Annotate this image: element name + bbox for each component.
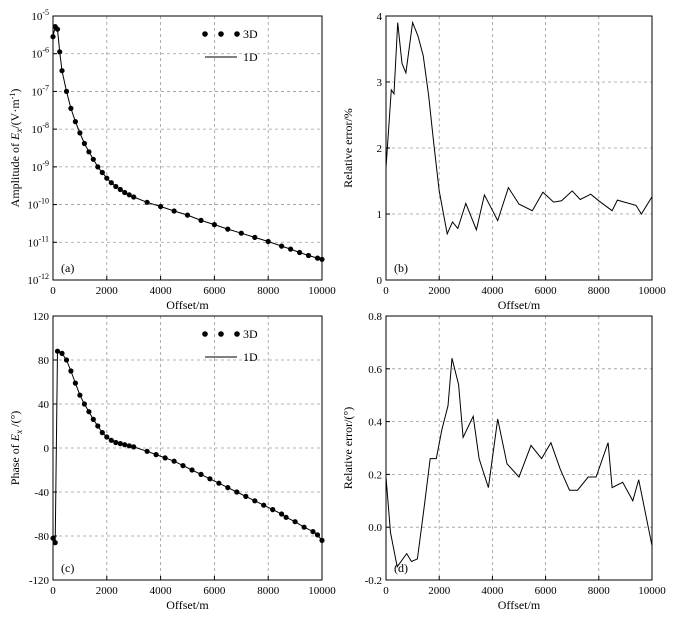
- y-axis-label: Amplitude of Ex/(V·m-1): [8, 89, 24, 208]
- panel-label: (d): [394, 561, 408, 575]
- legend-label: 1D: [243, 350, 258, 364]
- y-tick-label: 10-5: [31, 8, 49, 23]
- y-tick-label: -120: [29, 575, 50, 587]
- x-tick-label: 4000: [150, 285, 173, 297]
- plot-frame: [385, 315, 653, 581]
- legend-marker-dots: [218, 331, 224, 337]
- y-tick-label: 2: [377, 143, 383, 155]
- y-tick-label: 10-9: [31, 159, 49, 174]
- x-tick-label: 8000: [588, 585, 611, 597]
- x-tick-label: 0: [50, 585, 56, 597]
- x-tick-label: 10000: [638, 285, 666, 297]
- series-line-1d: [52, 350, 323, 543]
- y-tick-label: -80: [34, 531, 49, 543]
- y-axis-label: Relative error/(°): [341, 407, 355, 489]
- x-tick-label: 6000: [535, 285, 558, 297]
- legend-marker-dots: [202, 331, 208, 337]
- panel-label: (b): [394, 261, 408, 275]
- y-tick-label: 40: [38, 399, 50, 411]
- y-tick-label: 3: [377, 77, 383, 89]
- y-tick-label: -0.2: [365, 575, 382, 587]
- y-tick-label: 0: [377, 275, 383, 287]
- x-tick-label: 0: [383, 285, 389, 297]
- x-tick-label: 4000: [481, 285, 504, 297]
- y-tick-label: 80: [38, 355, 50, 367]
- y-tick-label: 0.8: [368, 311, 382, 323]
- x-tick-label: 10000: [308, 585, 336, 597]
- y-tick-label: 10-8: [31, 121, 49, 136]
- y-tick-label: 0.6: [368, 364, 382, 376]
- legend: 3D 1D: [202, 327, 258, 364]
- y-tick-label: 0: [44, 443, 50, 455]
- legend-marker-dots: [234, 331, 240, 337]
- legend-marker-dots: [202, 31, 208, 37]
- y-tick-label: 10-10: [27, 197, 49, 212]
- panel-label: (c): [61, 561, 74, 575]
- x-tick-label: 6000: [203, 585, 226, 597]
- x-tick-label: 4000: [150, 585, 173, 597]
- series-line-relative-error: [385, 20, 653, 236]
- legend-marker-dots: [234, 31, 240, 37]
- panel-d: 0 2000 4000 6000 8000 10000 -0.2 0.0 0.2 0.4 0.6 0.…: [341, 311, 666, 612]
- x-axis-label: Offset/m: [166, 298, 209, 312]
- y-tick-label: 0.2: [368, 469, 382, 481]
- y-tick-label: 10-12: [27, 272, 49, 287]
- y-tick-label: 0.0: [368, 522, 382, 534]
- y-tick-label: -40: [34, 487, 49, 499]
- y-tick-label: 4: [377, 11, 383, 23]
- legend-label: 3D: [243, 27, 258, 41]
- x-tick-label: 10000: [638, 585, 666, 597]
- legend: 3D 1D: [202, 27, 258, 64]
- x-tick-label: 8000: [257, 285, 280, 297]
- x-axis-label: Offset/m: [498, 298, 541, 312]
- y-axis-label: Phase of Ex /(°): [8, 411, 24, 485]
- y-tick-label: 1: [377, 209, 383, 221]
- series-line-1d: [52, 25, 323, 260]
- legend-label: 1D: [243, 50, 258, 64]
- panel-label: (a): [61, 261, 74, 275]
- x-tick-label: 0: [50, 285, 56, 297]
- legend-marker-dots: [218, 31, 224, 37]
- series-line-relative-error: [385, 358, 653, 569]
- y-axis-label: Relative error/%: [341, 108, 355, 188]
- x-axis-label: Offset/m: [498, 598, 541, 612]
- data-point-3d: [50, 34, 56, 40]
- panel-c: 0 2000 4000 6000 8000 10000 -120 -80 -40 0 40 80 120…: [8, 311, 336, 612]
- plot-frame: [52, 15, 323, 281]
- panel-b: 0 2000 4000 6000 8000 10000 0 1 2 3 4 Offset/m Relat…: [341, 11, 666, 312]
- x-tick-label: 10000: [308, 285, 336, 297]
- x-axis-label: Offset/m: [166, 598, 209, 612]
- x-tick-label: 4000: [481, 585, 504, 597]
- x-tick-label: 2000: [428, 285, 451, 297]
- x-tick-label: 8000: [257, 585, 280, 597]
- x-tick-label: 2000: [428, 585, 451, 597]
- y-tick-label: 10-6: [31, 46, 49, 61]
- y-tick-label: 0.4: [368, 417, 382, 429]
- x-tick-label: 2000: [96, 585, 119, 597]
- x-tick-label: 2000: [96, 285, 119, 297]
- legend-label: 3D: [243, 327, 258, 341]
- x-tick-label: 6000: [535, 585, 558, 597]
- y-tick-label: 120: [33, 311, 50, 323]
- x-tick-label: 8000: [588, 285, 611, 297]
- x-tick-label: 0: [383, 585, 389, 597]
- y-tick-label: 10-11: [28, 234, 49, 249]
- y-tick-label: 10-7: [31, 83, 49, 98]
- panel-a: 0 2000 4000 6000 8000 10000 10-12 10-11 10-10 10-…: [8, 8, 336, 312]
- x-tick-label: 6000: [203, 285, 226, 297]
